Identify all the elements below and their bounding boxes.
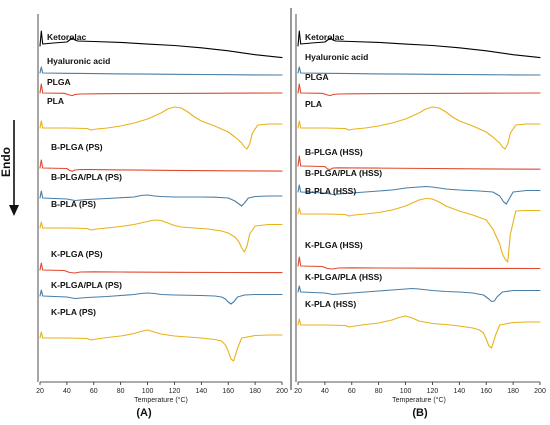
series-label: K-PLGA/PLA (PS)	[51, 280, 122, 290]
series-label: K-PLGA (PS)	[51, 249, 103, 259]
x-tick-label: 140	[195, 388, 207, 395]
x-tick-label: 100	[142, 388, 154, 395]
series-line-hyaluronic-acid	[297, 66, 541, 76]
series-line-b-plga-ps	[39, 159, 283, 172]
series-label: PLA	[305, 99, 322, 109]
x-tick-label: 20	[36, 388, 44, 395]
series-label: Hyaluronic acid	[47, 56, 110, 66]
x-tick-label: 160	[222, 388, 234, 395]
series-line-hyaluronic-acid	[39, 66, 283, 76]
series-line-b-pla-ps	[39, 219, 283, 253]
series-label: B-PLA (HSS)	[305, 186, 356, 196]
series-line-k-pla-ps	[39, 329, 283, 362]
series-label: B-PLGA/PLA (HSS)	[305, 168, 382, 178]
series-label: B-PLGA (PS)	[51, 142, 103, 152]
panel-b: 20 40 60 80 100 120 140 160 180 200 Temperature (°…	[294, 14, 546, 419]
series-line-pla	[297, 106, 541, 150]
x-tick-label: 60	[348, 388, 356, 395]
series-line-b-plga-pla-hss	[297, 184, 541, 205]
x-tick-label: 40	[63, 388, 71, 395]
panel-letter: (A)	[136, 407, 152, 419]
x-tick-label: 80	[117, 388, 125, 395]
series-label: Ketorolac	[47, 32, 86, 42]
series-label: PLGA	[47, 77, 71, 87]
series-line-k-plga-hss	[297, 256, 541, 270]
series-line-plga	[39, 83, 283, 97]
x-tick-label: 160	[480, 388, 492, 395]
x-tick-label: 40	[321, 388, 329, 395]
endo-arrow-head	[9, 205, 19, 216]
x-tick-label: 80	[375, 388, 383, 395]
x-tick-label: 180	[249, 388, 261, 395]
series-label: PLGA	[305, 72, 329, 82]
series-label: PLA	[47, 96, 64, 106]
x-tick-label: 120	[169, 388, 181, 395]
series-line-b-plga-pla-ps	[39, 190, 283, 207]
x-tick-label: 180	[507, 388, 519, 395]
series-label: B-PLGA (HSS)	[305, 147, 363, 157]
series-line-k-pla-hss	[297, 315, 541, 349]
series-line-k-plga-ps	[39, 262, 283, 274]
x-tick-label: 20	[294, 388, 302, 395]
series-label: Ketorolac	[305, 32, 344, 42]
series-line-pla	[39, 106, 283, 150]
x-tick-label: 120	[427, 388, 439, 395]
series-line-ketorolac	[39, 30, 283, 59]
x-tick-label: 60	[90, 388, 98, 395]
series-label: Hyaluronic acid	[305, 52, 368, 62]
series-label: K-PLGA (HSS)	[305, 240, 363, 250]
series-label: B-PLA (PS)	[51, 199, 96, 209]
panel-letter: (B)	[412, 407, 428, 419]
series-line-k-plga-pla-hss	[297, 285, 541, 303]
series-label: K-PLA (PS)	[51, 307, 96, 317]
series-line-k-plga-pla-ps	[39, 289, 283, 305]
x-tick-label: 140	[453, 388, 465, 395]
series-line-ketorolac	[297, 30, 541, 59]
series-line-b-pla-hss	[297, 197, 541, 263]
endo-label: Endo	[0, 147, 13, 177]
x-tick-label: 200	[276, 388, 288, 395]
series-line-plga	[297, 83, 541, 97]
series-label: K-PLA (HSS)	[305, 299, 356, 309]
series-line-b-plga-hss	[297, 155, 541, 171]
series-label: K-PLGA/PLA (HSS)	[305, 272, 382, 282]
x-axis-title: Temperature (°C)	[134, 396, 188, 404]
endo-arrow	[9, 120, 19, 216]
x-tick-label: 200	[534, 388, 546, 395]
panel-a: 20 40 60 80 100 120 140 160 180 200 Temperature (°…	[36, 14, 288, 419]
x-tick-label: 100	[400, 388, 412, 395]
x-axis-title: Temperature (°C)	[392, 396, 446, 404]
series-label: B-PLGA/PLA (PS)	[51, 172, 122, 182]
